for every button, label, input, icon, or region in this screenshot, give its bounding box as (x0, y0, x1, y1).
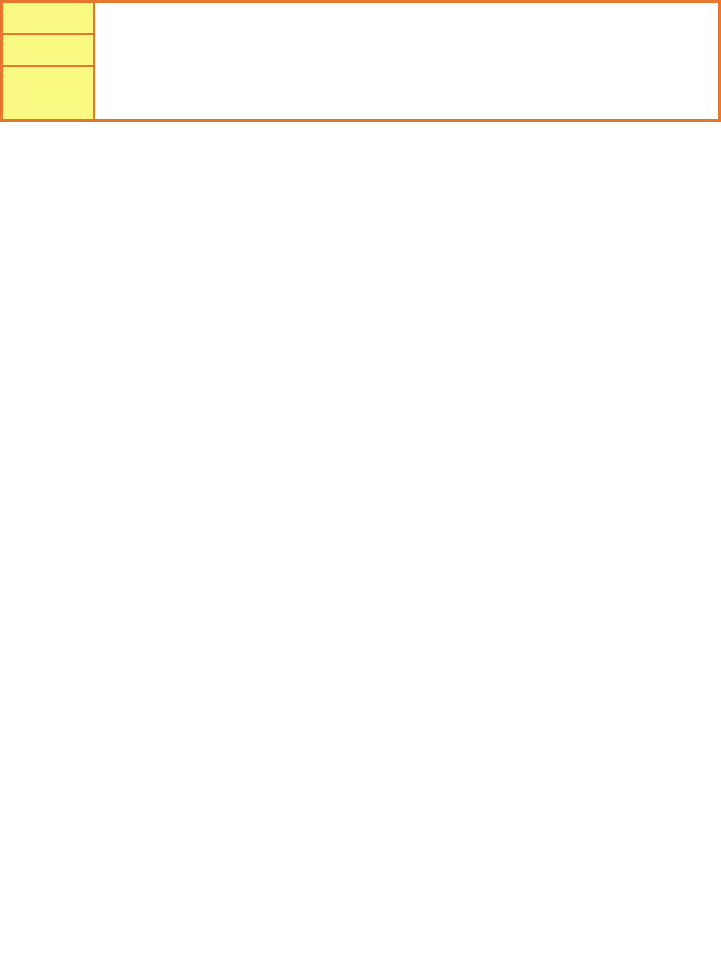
weekday-header-row (0, 33, 720, 67)
schedule-body (0, 0, 720, 122)
corner-cell-top-left (0, 0, 95, 35)
staff-row-header (0, 65, 95, 122)
availability-schedule-table (0, 0, 721, 122)
corner-cell-weekday (0, 33, 95, 67)
staff-row (0, 65, 720, 122)
schedule-colgroup (2, 2, 720, 121)
date-header-row (0, 0, 720, 35)
